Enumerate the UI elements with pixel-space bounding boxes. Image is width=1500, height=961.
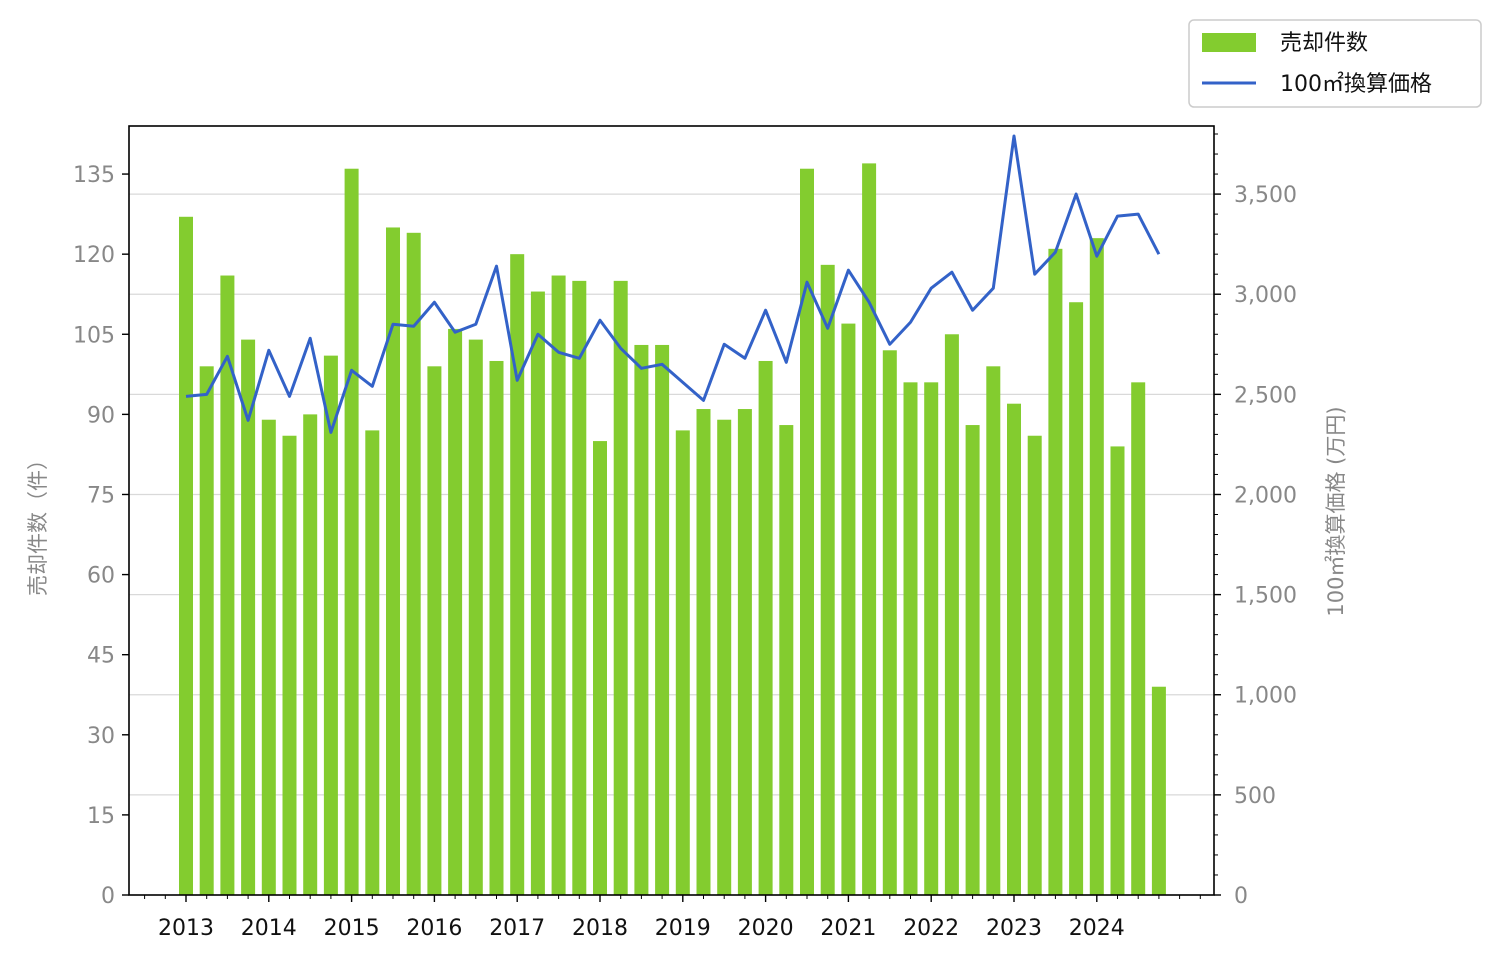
- bar: [779, 425, 794, 895]
- right-tick-label: 2,000: [1234, 483, 1297, 508]
- bar: [1089, 238, 1104, 896]
- bar: [634, 344, 649, 895]
- x-tick-label: 2021: [820, 916, 876, 941]
- bar: [220, 275, 235, 895]
- bar: [758, 360, 773, 895]
- right-tick-label: 500: [1234, 784, 1276, 809]
- bar: [696, 409, 711, 895]
- bar: [841, 323, 856, 895]
- bar: [965, 425, 980, 895]
- bar: [1151, 686, 1166, 895]
- bar: [737, 409, 752, 895]
- bar: [1110, 446, 1125, 895]
- bar: [1027, 435, 1042, 895]
- bar: [551, 275, 566, 895]
- right-tick-label: 1,500: [1234, 584, 1297, 609]
- bar: [303, 414, 318, 895]
- bar: [344, 168, 359, 895]
- right-axis: 0 500 1,000 1,500 2,000 2,500 3,000 3,500: [1214, 133, 1297, 909]
- bar: [1007, 403, 1021, 895]
- plot-frame: [128, 125, 1215, 896]
- bar: [944, 334, 959, 895]
- legend-box: [1188, 19, 1482, 108]
- bar: [510, 254, 525, 895]
- x-tick-label: 2023: [986, 916, 1042, 941]
- x-tick-label: 2019: [655, 916, 711, 941]
- bar: [655, 344, 670, 895]
- legend-bar-label: 売却件数: [1280, 31, 1368, 56]
- x-tick-label: 2024: [1069, 916, 1125, 941]
- right-tick-label: 0: [1234, 884, 1248, 909]
- bar: [261, 419, 276, 895]
- y-axis-label-right: 100㎡換算価格 (万円): [1324, 406, 1348, 616]
- bar: [572, 280, 587, 895]
- bar: [530, 291, 545, 896]
- bar: [386, 227, 400, 895]
- bar: [1048, 248, 1063, 895]
- bar: [448, 328, 463, 895]
- left-tick-label: 30: [87, 724, 115, 749]
- bar: [199, 366, 214, 895]
- bar: [1131, 382, 1146, 895]
- bar: [282, 435, 297, 895]
- x-tick-label: 2013: [158, 916, 214, 941]
- bar: [489, 360, 504, 895]
- bar: [468, 339, 483, 896]
- x-tick-label: 2022: [903, 916, 959, 941]
- bar: [717, 419, 732, 895]
- left-tick-label: 105: [73, 323, 115, 348]
- legend-line-label: 100㎡換算価格: [1280, 71, 1432, 97]
- left-tick-label: 90: [87, 403, 115, 428]
- bar: [323, 355, 338, 895]
- right-tick-label: 1,000: [1234, 684, 1297, 709]
- bar: [986, 366, 1001, 895]
- left-tick-label: 120: [73, 243, 115, 268]
- bar: [800, 168, 814, 895]
- bar: [427, 366, 442, 895]
- left-tick-label: 15: [87, 804, 115, 829]
- legend: 売却件数 100㎡換算価格: [1188, 19, 1482, 108]
- bar: [406, 232, 421, 896]
- left-tick-label: 0: [101, 884, 115, 909]
- bar: [675, 430, 690, 895]
- bar: [820, 264, 835, 895]
- price-line: [185, 134, 1161, 434]
- bar: [241, 339, 256, 896]
- bar-series: [179, 163, 1166, 896]
- line-series: [185, 134, 1161, 434]
- x-tick-label: 2020: [738, 916, 794, 941]
- x-tick-label: 2015: [324, 916, 380, 941]
- right-tick-label: 3,000: [1234, 283, 1297, 308]
- bar: [882, 350, 897, 896]
- right-tick-label: 3,500: [1234, 183, 1297, 208]
- right-tick-label: 2,500: [1234, 383, 1297, 408]
- legend-bar-swatch: [1202, 33, 1256, 52]
- x-tick-label: 2018: [572, 916, 628, 941]
- bar: [1069, 302, 1084, 896]
- left-tick-label: 75: [87, 483, 115, 508]
- y-axis-label-left: 売却件数（件）: [26, 449, 50, 596]
- left-tick-label: 45: [87, 644, 115, 669]
- x-tick-label: 2017: [489, 916, 545, 941]
- left-axis: 0 15 30 45 60 75 90 105 120 135: [73, 163, 129, 909]
- bar: [179, 216, 193, 895]
- bar: [903, 382, 918, 895]
- bar: [365, 430, 380, 895]
- x-tick-label: 2016: [406, 916, 462, 941]
- left-tick-label: 60: [87, 564, 115, 589]
- left-tick-label: 135: [73, 163, 115, 188]
- x-tick-label: 2014: [241, 916, 297, 941]
- bar: [924, 382, 939, 895]
- bar: [862, 163, 877, 895]
- bar: [593, 441, 607, 895]
- x-axis: 2013 2014 2015 2016 2017 2018 2019 2020 2021 2022…: [144, 895, 1201, 941]
- bar: [613, 280, 628, 895]
